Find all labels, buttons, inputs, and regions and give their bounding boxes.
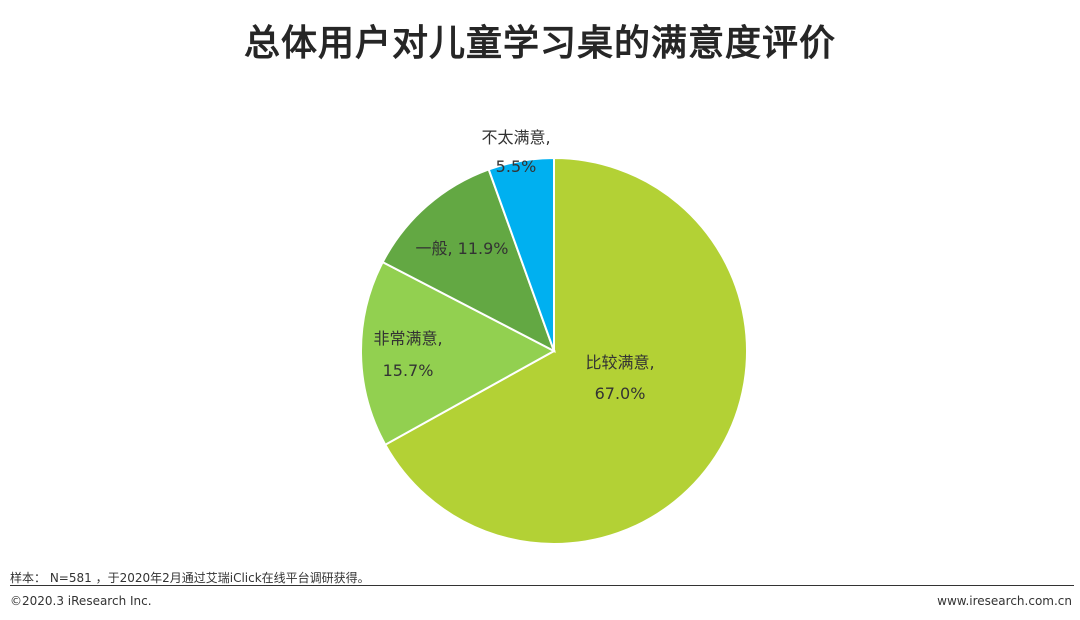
- pie-slice-3: [487, 156, 555, 352]
- pie-labels: 比较满意, 67.0% 非常满意, 15.7% 一般, 11.9% 不太满意, 5.5%: [373, 128, 654, 403]
- pie-slices: [360, 156, 748, 545]
- slice-label-3: 不太满意,: [481, 128, 550, 147]
- slice-value-3: 5.5%: [496, 157, 537, 176]
- pie-slice-2: [381, 168, 556, 354]
- footer-divider: [10, 585, 1074, 586]
- website-link[interactable]: www.iresearch.com.cn: [937, 594, 1072, 608]
- chart-title: 总体用户对儿童学习桌的满意度评价: [243, 23, 836, 64]
- sample-note: 样本： N=581 ，于2020年2月通过艾瑞iClick在线平台调研获得。: [10, 571, 370, 585]
- slice-label-1: 非常满意,: [373, 329, 442, 348]
- slice-value-0: 67.0%: [595, 384, 646, 403]
- pie-slice-0: [383, 156, 748, 545]
- copyright-text: ©2020.3 iResearch Inc.: [10, 594, 152, 608]
- pie-slice-1: [360, 260, 557, 447]
- slice-value-1: 15.7%: [383, 361, 434, 380]
- slice-label-0: 比较满意,: [585, 353, 654, 372]
- slice-label-2: 一般, 11.9%: [415, 239, 508, 258]
